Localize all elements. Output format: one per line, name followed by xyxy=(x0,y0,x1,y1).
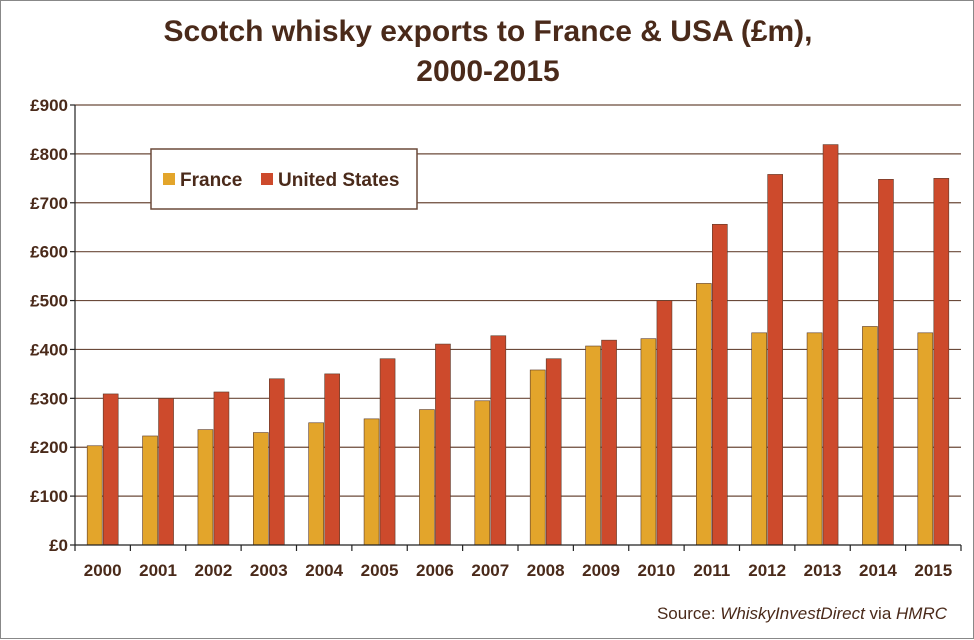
bar-united-states-2001 xyxy=(158,398,174,546)
bar-france-2012 xyxy=(751,332,767,546)
bar-france-2009 xyxy=(585,345,601,546)
bar-france-2003 xyxy=(253,432,269,546)
source-name: WhiskyInvestDirect xyxy=(720,604,866,623)
y-tick-label: £300 xyxy=(30,389,68,408)
bar-united-states-2012 xyxy=(767,174,783,546)
bar-france-2015 xyxy=(917,332,934,546)
x-tick-label: 2004 xyxy=(305,561,343,580)
source-note: Source: WhiskyInvestDirect via HMRC xyxy=(657,604,948,623)
x-tick-label: 2012 xyxy=(748,561,786,580)
y-tick-label: £200 xyxy=(30,438,68,457)
x-tick-label: 2005 xyxy=(361,561,399,580)
source-org: HMRC xyxy=(896,604,948,623)
bar-united-states-2011 xyxy=(712,223,728,546)
bar-united-states-2013 xyxy=(822,144,839,546)
bar-united-states-2005 xyxy=(379,358,396,546)
legend-swatch-united-states xyxy=(261,173,273,185)
y-tick-label: £800 xyxy=(30,145,68,164)
source-middle: via xyxy=(865,604,896,623)
bar-united-states-2006 xyxy=(435,343,451,546)
legend-swatch-france xyxy=(163,173,175,185)
bar-united-states-2015 xyxy=(933,178,950,546)
bar-france-2014 xyxy=(862,326,878,546)
bar-united-states-2007 xyxy=(490,335,507,546)
x-tick-label: 2008 xyxy=(527,561,565,580)
y-tick-label: £0 xyxy=(49,536,68,555)
x-tick-label: 2003 xyxy=(250,561,288,580)
x-tick-label: 2006 xyxy=(416,561,454,580)
axes xyxy=(70,104,962,551)
source-prefix: Source: xyxy=(657,604,720,623)
bar-united-states-2004 xyxy=(324,373,340,546)
x-tick-labels: 2000 2001 2002 2003 2004 2005 2006 2007 2008 2009… xyxy=(84,561,952,580)
x-tick-label: 2014 xyxy=(859,561,897,580)
y-tick-label: £100 xyxy=(30,487,68,506)
x-tick-label: 2011 xyxy=(693,561,730,580)
y-tick-label: £900 xyxy=(30,96,68,115)
bar-france-2010 xyxy=(640,338,657,546)
y-tick-label: £500 xyxy=(30,292,68,311)
y-tick-label: £700 xyxy=(30,194,68,213)
x-tick-label: 2015 xyxy=(914,561,952,580)
bar-france-2013 xyxy=(806,332,823,546)
bar-united-states-2010 xyxy=(656,300,673,546)
bar-france-2007 xyxy=(474,400,491,546)
legend-label-united-states: United States xyxy=(278,170,399,191)
bar-france-2008 xyxy=(529,369,546,546)
bars xyxy=(86,144,950,546)
y-tick-label: £400 xyxy=(30,340,68,359)
bar-france-2006 xyxy=(419,409,435,546)
x-tick-label: 2009 xyxy=(582,561,620,580)
bar-france-2000 xyxy=(86,445,103,546)
legend-box xyxy=(150,148,418,210)
bar-france-2004 xyxy=(308,422,324,546)
chart-title-line2: 2000-2015 xyxy=(416,55,559,88)
bar-united-states-2008 xyxy=(545,358,562,546)
x-tick-label: 2002 xyxy=(195,561,233,580)
bar-united-states-2003 xyxy=(269,378,285,546)
bar-france-2005 xyxy=(363,418,380,546)
x-tick-label: 2010 xyxy=(638,561,676,580)
bar-united-states-2002 xyxy=(213,391,230,546)
x-tick-label: 2007 xyxy=(471,561,509,580)
x-tick-label: 2013 xyxy=(804,561,842,580)
bar-france-2011 xyxy=(696,283,712,546)
bar-france-2002 xyxy=(197,429,214,546)
y-tick-label: £600 xyxy=(30,243,68,262)
legend-label-france: France xyxy=(180,170,242,191)
y-tick-labels: £0 £100 £200 £300 £400 £500 £600 £700 £800 £900 xyxy=(30,96,68,555)
legend: France United States xyxy=(150,148,418,210)
bar-france-2001 xyxy=(142,435,158,546)
chart-title-line1: Scotch whisky exports to France & USA (£… xyxy=(163,15,812,48)
x-tick-label: 2001 xyxy=(139,561,177,580)
x-tick-label: 2000 xyxy=(84,561,122,580)
bar-united-states-2009 xyxy=(601,339,617,546)
bar-united-states-2014 xyxy=(878,179,894,546)
bar-united-states-2000 xyxy=(102,393,119,546)
